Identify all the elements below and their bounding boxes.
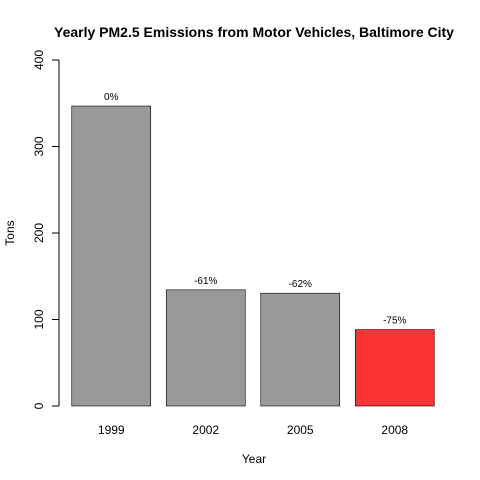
y-tick-label-200: 200 bbox=[32, 223, 46, 243]
y-tick-label-300: 300 bbox=[32, 136, 46, 156]
x-tick-label-2005: 2005 bbox=[287, 423, 314, 437]
bar-label-2002: -61% bbox=[194, 276, 217, 287]
y-axis-label: Tons bbox=[3, 220, 17, 245]
bar-label-2008: -75% bbox=[383, 316, 406, 327]
bars bbox=[71, 105, 435, 407]
y-tick-label-400: 400 bbox=[32, 50, 46, 70]
bar-2005 bbox=[260, 292, 341, 407]
bar-2008 bbox=[354, 329, 435, 407]
bar-label-2005: -62% bbox=[289, 279, 312, 290]
y-tick-label-0: 0 bbox=[32, 402, 46, 409]
bar-1999 bbox=[71, 105, 152, 407]
x-tick-labels: 1999 2002 2005 2008 bbox=[98, 423, 409, 437]
x-tick-label-1999: 1999 bbox=[98, 423, 125, 437]
chart-title: Yearly PM2.5 Emissions from Motor Vehicl… bbox=[54, 24, 454, 40]
y-ticks: 0 100 200 300 400 bbox=[32, 50, 59, 409]
bar-labels: 0% -61% -62% -75% bbox=[104, 92, 407, 327]
x-axis-label: Year bbox=[242, 452, 266, 466]
x-tick-label-2002: 2002 bbox=[192, 423, 219, 437]
x-tick-label-2008: 2008 bbox=[381, 423, 408, 437]
y-tick-label-100: 100 bbox=[32, 309, 46, 329]
bar-label-1999: 0% bbox=[104, 92, 119, 103]
bar-2002 bbox=[165, 289, 246, 407]
